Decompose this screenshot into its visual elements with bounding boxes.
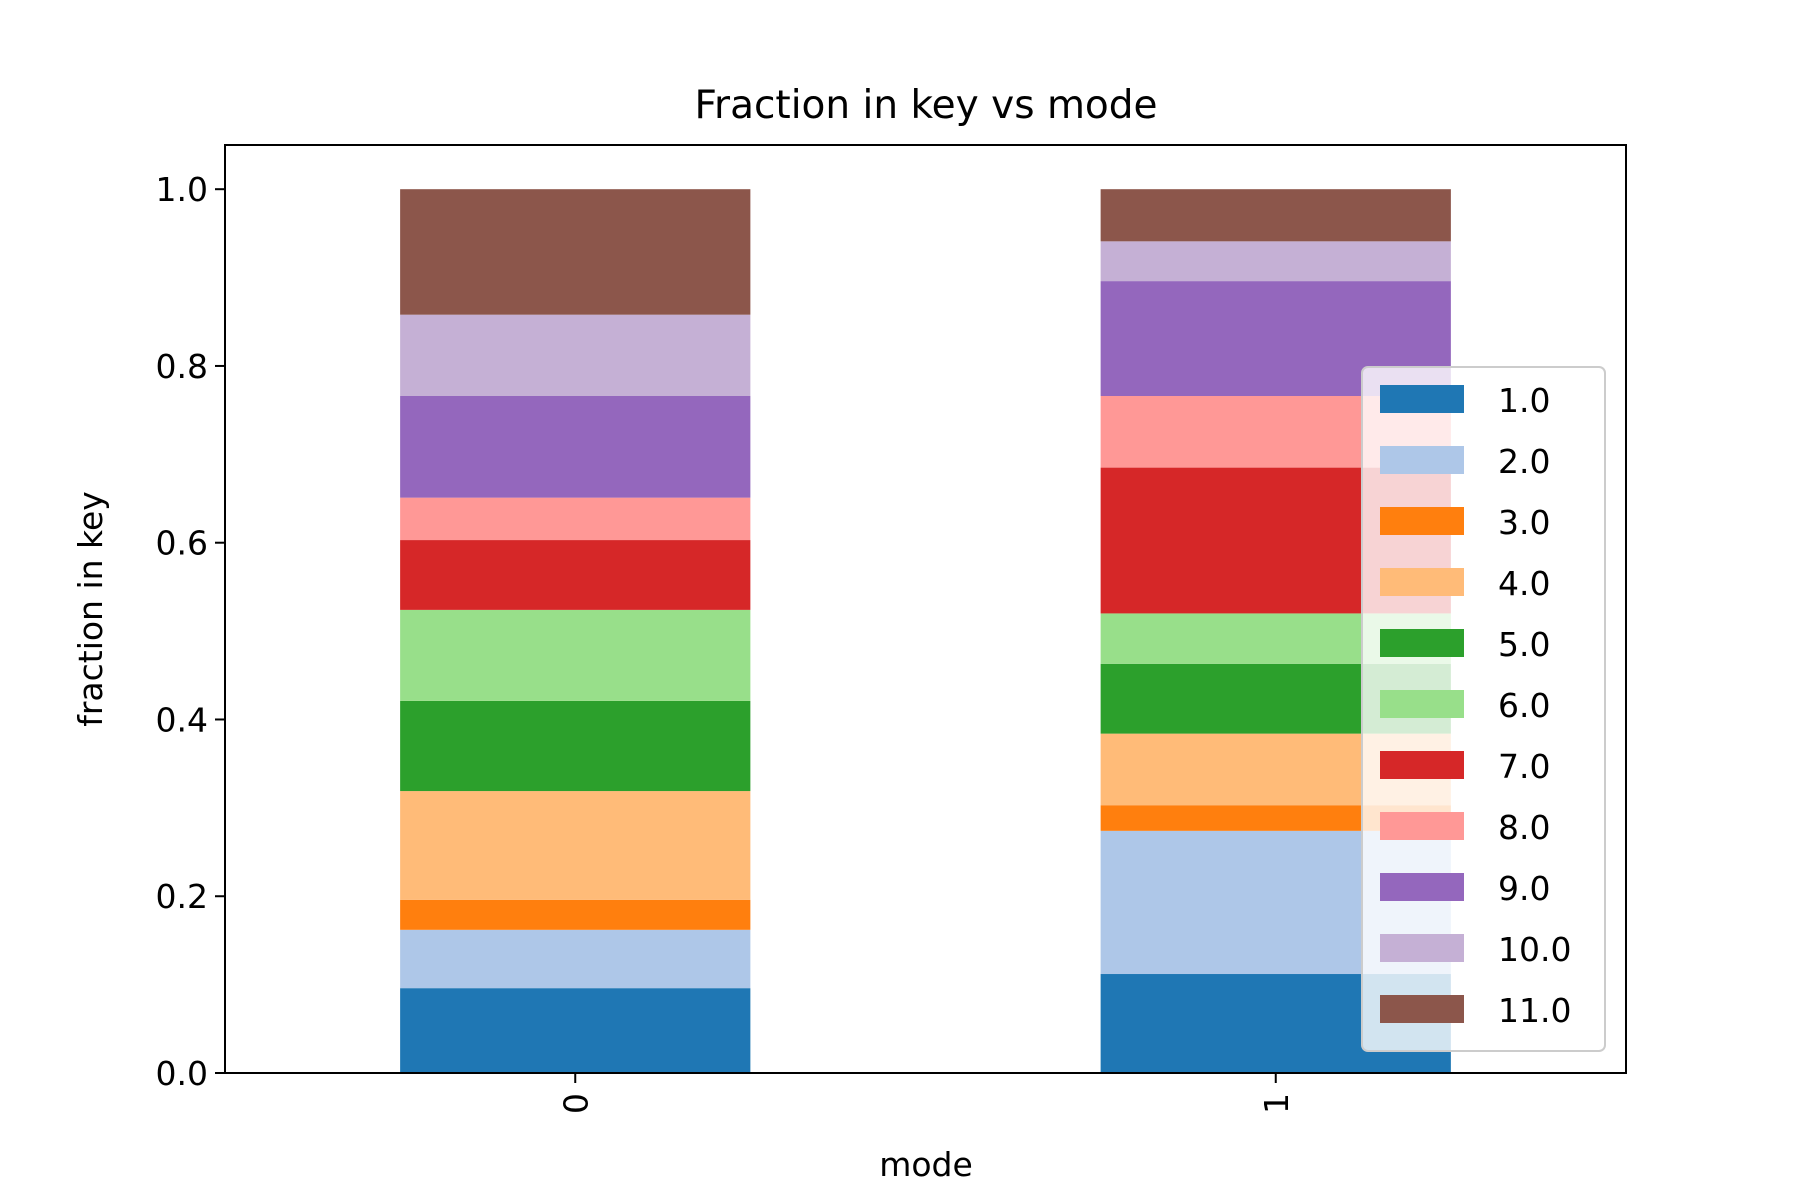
legend-label: 6.0 — [1498, 686, 1550, 725]
bar-segment — [400, 791, 751, 900]
legend-items: 1.0 2.0 3.0 4.0 5.0 6.0 7.0 8.0 9.0 10.0 11.0 — [1380, 381, 1571, 1030]
legend-swatch — [1380, 568, 1464, 596]
chart-title: Fraction in key vs mode — [694, 83, 1157, 128]
legend-swatch — [1380, 690, 1464, 718]
legend-label: 1.0 — [1498, 381, 1550, 420]
bar-segment — [400, 189, 751, 315]
legend-swatch — [1380, 995, 1464, 1023]
legend-label: 7.0 — [1498, 747, 1550, 786]
x-tick-label: 0 — [556, 1093, 595, 1114]
y-axis-label: fraction in key — [71, 491, 110, 727]
legend: 1.0 2.0 3.0 4.0 5.0 6.0 7.0 8.0 9.0 10.0 11.0 — [1361, 366, 1606, 1052]
bar-segment — [400, 314, 751, 397]
bar-segment — [400, 540, 751, 610]
y-axis: 0.0 0.2 0.4 0.6 0.8 1.0 — [156, 170, 225, 1093]
bar-segment — [1100, 189, 1451, 242]
bar-segment — [400, 497, 751, 541]
legend-swatch — [1380, 629, 1464, 657]
legend-swatch — [1380, 507, 1464, 535]
legend-swatch — [1380, 873, 1464, 901]
legend-label: 8.0 — [1498, 808, 1550, 847]
legend-label: 10.0 — [1498, 930, 1571, 969]
bar-segment — [400, 700, 751, 792]
legend-label: 9.0 — [1498, 869, 1550, 908]
bar-segment — [1100, 241, 1451, 282]
legend-label: 4.0 — [1498, 564, 1550, 603]
x-axis-label: mode — [879, 1145, 973, 1184]
legend-label: 2.0 — [1498, 442, 1550, 481]
y-tick-label: 1.0 — [156, 170, 208, 209]
axes-frame — [224, 144, 1627, 1074]
legend-swatch — [1380, 751, 1464, 779]
bar-segment — [400, 988, 751, 1073]
legend-label: 5.0 — [1498, 625, 1550, 664]
bar-segment — [400, 396, 751, 498]
legend-label: 3.0 — [1498, 503, 1550, 542]
legend-swatch — [1380, 446, 1464, 474]
legend-swatch — [1380, 385, 1464, 413]
bar-segment — [400, 899, 751, 930]
y-tick-label: 0.4 — [156, 700, 208, 739]
bars-layer — [400, 189, 1451, 1073]
y-tick-label: 0.8 — [156, 347, 208, 386]
legend-swatch — [1380, 812, 1464, 840]
legend-swatch — [1380, 934, 1464, 962]
bar-segment — [400, 609, 751, 701]
y-tick-label: 0.0 — [156, 1054, 208, 1093]
y-tick-label: 0.6 — [156, 524, 208, 563]
legend-label: 11.0 — [1498, 991, 1571, 1030]
x-tick-label: 1 — [1257, 1093, 1296, 1114]
bar-segment — [400, 929, 751, 989]
y-tick-label: 0.2 — [156, 877, 208, 916]
